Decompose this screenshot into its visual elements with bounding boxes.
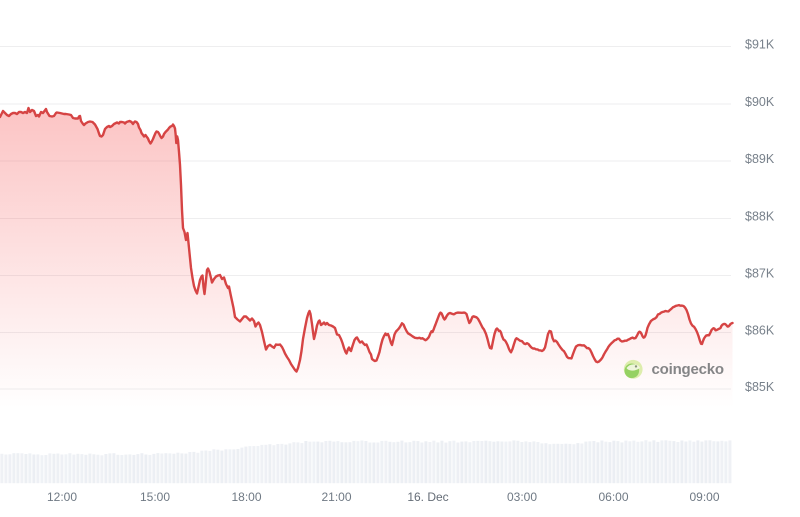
svg-text:09:00: 09:00 — [689, 490, 719, 504]
svg-text:$86K: $86K — [745, 324, 775, 338]
svg-text:coingecko: coingecko — [652, 361, 724, 378]
svg-text:$90K: $90K — [745, 95, 775, 109]
svg-text:16. Dec: 16. Dec — [407, 490, 448, 504]
svg-text:06:00: 06:00 — [598, 490, 628, 504]
svg-text:$88K: $88K — [745, 210, 775, 224]
svg-text:12:00: 12:00 — [47, 490, 77, 504]
svg-text:$87K: $87K — [745, 267, 775, 281]
svg-text:$85K: $85K — [745, 380, 775, 394]
svg-text:$91K: $91K — [745, 38, 775, 52]
svg-text:03:00: 03:00 — [507, 490, 537, 504]
svg-text:15:00: 15:00 — [140, 490, 170, 504]
svg-text:$89K: $89K — [745, 152, 775, 166]
svg-text:18:00: 18:00 — [231, 490, 261, 504]
svg-text:21:00: 21:00 — [321, 490, 351, 504]
